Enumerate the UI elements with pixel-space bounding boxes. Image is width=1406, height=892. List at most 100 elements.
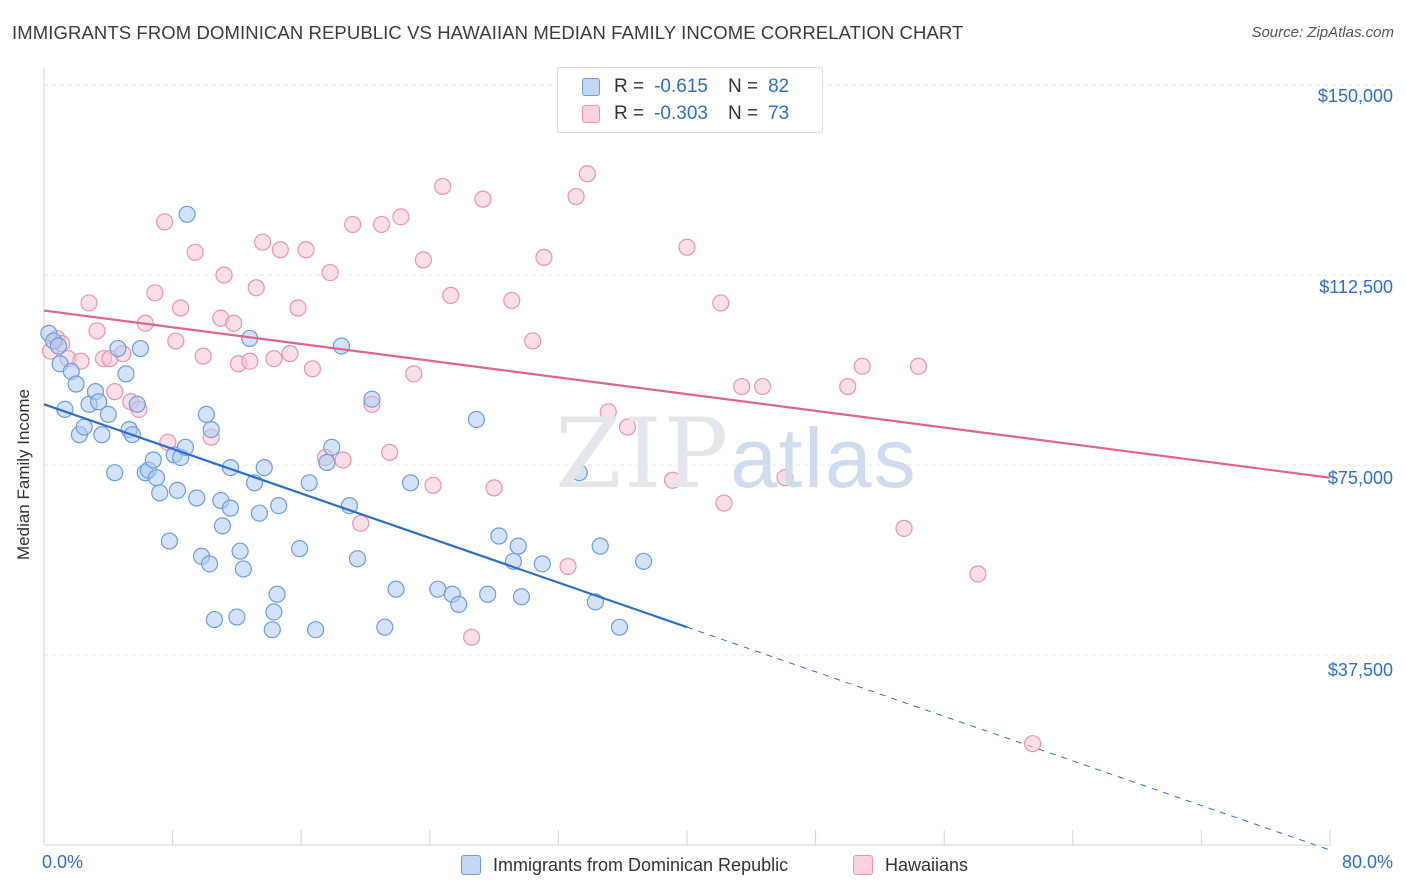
dominican-point (591, 537, 609, 555)
dominican-point (228, 608, 246, 626)
dominican-trend-extension (686, 626, 1331, 851)
hawaiians-point (372, 215, 391, 234)
bottom-legend-hawaiians: Hawaiians (853, 852, 968, 878)
hawaiians-point (271, 241, 289, 259)
legend-n-label: N = (727, 76, 759, 97)
hawaiians-point (753, 377, 772, 396)
dominican-point (93, 426, 111, 444)
dominican-point (610, 618, 629, 636)
hawaiians-point (381, 443, 399, 462)
legend-swatch-blue (582, 78, 600, 96)
dominican-point (570, 464, 588, 482)
dominican-point (117, 365, 135, 383)
hawaiians-point (503, 291, 521, 310)
chart-title: IMMIGRANTS FROM DOMINICAN REPUBLIC VS HA… (12, 22, 964, 43)
legend-n-value: 73 (768, 103, 790, 124)
dominican-point (234, 560, 252, 578)
dominican-point (250, 504, 269, 522)
bottom-legend-label: Hawaiians (885, 854, 969, 875)
dominican-point (332, 337, 350, 355)
hawaiians-point (194, 347, 212, 365)
hawaiians-point (247, 279, 265, 297)
bottom-legend-dominican: Immigrants from Dominican Republic (461, 852, 788, 878)
legend-r-value: -0.615 (654, 76, 708, 97)
hawaiians-point (1024, 735, 1042, 753)
dominican-point (168, 481, 187, 499)
dominican-point (290, 540, 309, 558)
dominican-point (106, 464, 124, 482)
bottom-legend-swatch-pink (853, 855, 873, 875)
dominican-point (90, 393, 108, 411)
hawaiians-point (289, 299, 307, 317)
dominican-point (49, 337, 68, 355)
dominican-point (147, 469, 166, 487)
hawaiians-point (853, 357, 871, 375)
hawaiians-point (599, 403, 617, 421)
hawaiians-points (41, 96, 1042, 753)
trend-lines (43, 309, 1331, 629)
hawaiians-point (80, 294, 98, 312)
dominican-point (401, 474, 420, 492)
dominican-point (144, 451, 162, 469)
hawaiians-point (106, 383, 124, 401)
hawaiians-point (186, 243, 204, 261)
dominican-trend-line (43, 403, 688, 629)
dominican-point (376, 618, 394, 636)
dominican-point (323, 438, 341, 456)
dominican-point (128, 395, 146, 413)
hawaiians-point (567, 187, 585, 206)
hawaiians-point (321, 263, 339, 282)
dominican-point (67, 375, 85, 393)
hawaiians-point (462, 628, 481, 646)
hawaiians-point (88, 322, 106, 340)
hawaiians-point (344, 215, 362, 234)
hawaiians-point (225, 314, 243, 332)
dominican-point (363, 390, 381, 408)
hawaiians-point (559, 557, 577, 575)
blue-trend-dashed-extension (686, 626, 1331, 851)
dominican-point (533, 555, 551, 573)
hawaiians-point (663, 471, 682, 489)
correlation-legend: R = -0.615 N = 82 R = -0.303 N = 73 (557, 67, 823, 133)
dominican-point (300, 474, 318, 492)
hawaiians-point (678, 238, 696, 256)
dominican-point (200, 555, 219, 573)
dominican-point (318, 453, 336, 472)
hawaiians-point (715, 494, 733, 512)
hawaiians-point (215, 266, 233, 284)
hawaiians-point (618, 418, 637, 436)
hawaiians-point (442, 286, 460, 304)
dominican-point (307, 621, 325, 639)
dominican-point (99, 405, 117, 424)
hawaiians-point (424, 476, 442, 494)
y-axis-label: Median Family Income (14, 388, 33, 560)
dominican-point (268, 585, 286, 603)
hawaiians-point (281, 345, 299, 363)
dominican-point (348, 550, 367, 568)
dominican-point (197, 405, 215, 424)
hawaiians-point (712, 294, 730, 312)
hawaiians-point (265, 350, 283, 368)
hawaiians-point (241, 352, 259, 370)
dominican-point (512, 588, 531, 606)
legend-n-label: N = (727, 103, 759, 124)
dominican-point (221, 458, 240, 477)
dominican-point (109, 339, 127, 358)
hawaiians-point (297, 241, 315, 259)
legend-r-value: -0.303 (654, 103, 708, 124)
dominican-point (160, 532, 178, 550)
y-tick-label: $150,000 (1317, 86, 1393, 106)
hawaiians-point (474, 190, 492, 208)
dominican-point (151, 484, 169, 502)
bottom-legend-swatch-blue (461, 855, 481, 875)
hawaiians-point (414, 251, 432, 269)
dominican-point (188, 489, 206, 507)
dominican-points (40, 205, 653, 639)
legend-swatch-pink (582, 105, 600, 123)
hawaiians-point (167, 332, 185, 350)
hawaiians-point (839, 377, 857, 396)
dominican-point (263, 621, 281, 639)
dominican-point (634, 552, 653, 570)
hawaiians-point (392, 208, 410, 226)
